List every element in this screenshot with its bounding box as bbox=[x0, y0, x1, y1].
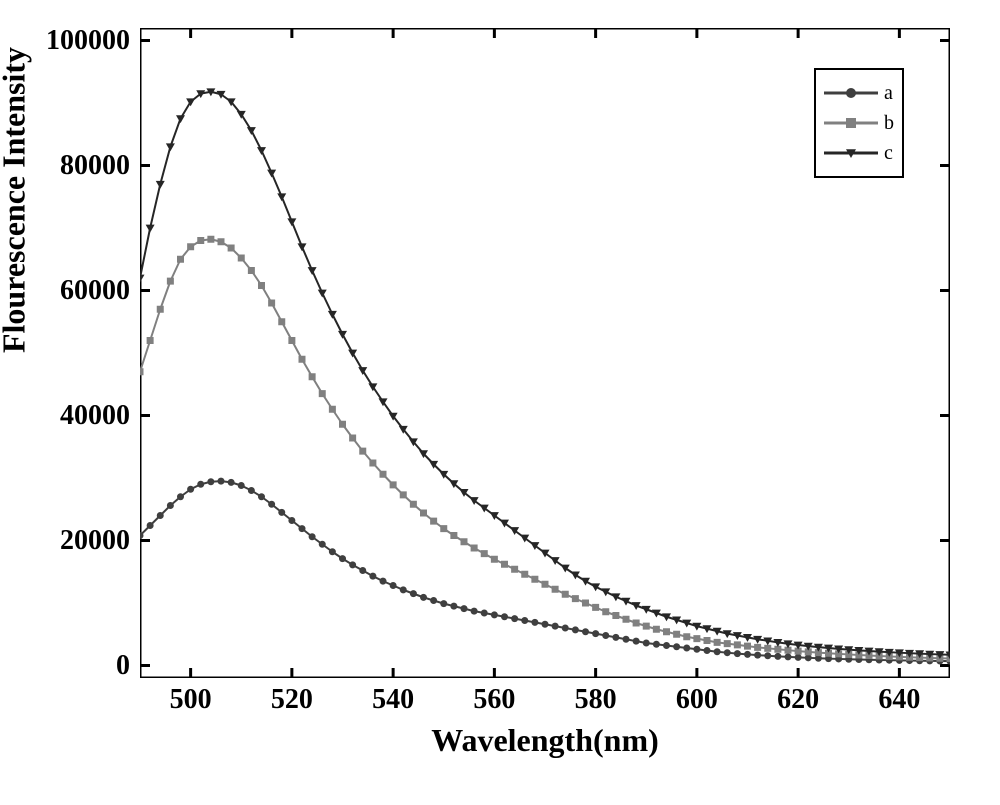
figure: Flourescence Intensity Wavelength(nm) ab… bbox=[0, 0, 1000, 805]
x-tick-label: 520 bbox=[271, 684, 313, 716]
legend-sample bbox=[824, 78, 878, 108]
legend-label: c bbox=[884, 142, 893, 165]
y-axis-label: Flourescence Intensity bbox=[0, 47, 33, 353]
legend-item-a: a bbox=[824, 78, 894, 108]
x-tick-label: 600 bbox=[676, 684, 718, 716]
x-tick-label: 640 bbox=[878, 684, 920, 716]
legend-item-c: c bbox=[824, 138, 894, 168]
legend: abc bbox=[814, 68, 904, 178]
y-tick-label: 40000 bbox=[60, 400, 130, 432]
y-tick-label: 20000 bbox=[60, 525, 130, 557]
x-tick-label: 540 bbox=[372, 684, 414, 716]
x-tick-label: 560 bbox=[473, 684, 515, 716]
x-tick-label: 620 bbox=[777, 684, 819, 716]
y-tick-label: 80000 bbox=[60, 150, 130, 182]
y-tick-label: 60000 bbox=[60, 275, 130, 307]
y-tick-label: 100000 bbox=[46, 25, 130, 57]
legend-sample bbox=[824, 108, 878, 138]
legend-label: a bbox=[884, 82, 893, 105]
legend-sample bbox=[824, 138, 878, 168]
y-tick-label: 0 bbox=[116, 650, 130, 682]
series-b bbox=[140, 236, 950, 662]
series-a bbox=[140, 478, 950, 665]
legend-label: b bbox=[884, 112, 894, 135]
x-tick-label: 580 bbox=[575, 684, 617, 716]
x-tick-label: 500 bbox=[170, 684, 212, 716]
x-axis-label: Wavelength(nm) bbox=[431, 722, 659, 759]
legend-item-b: b bbox=[824, 108, 894, 138]
